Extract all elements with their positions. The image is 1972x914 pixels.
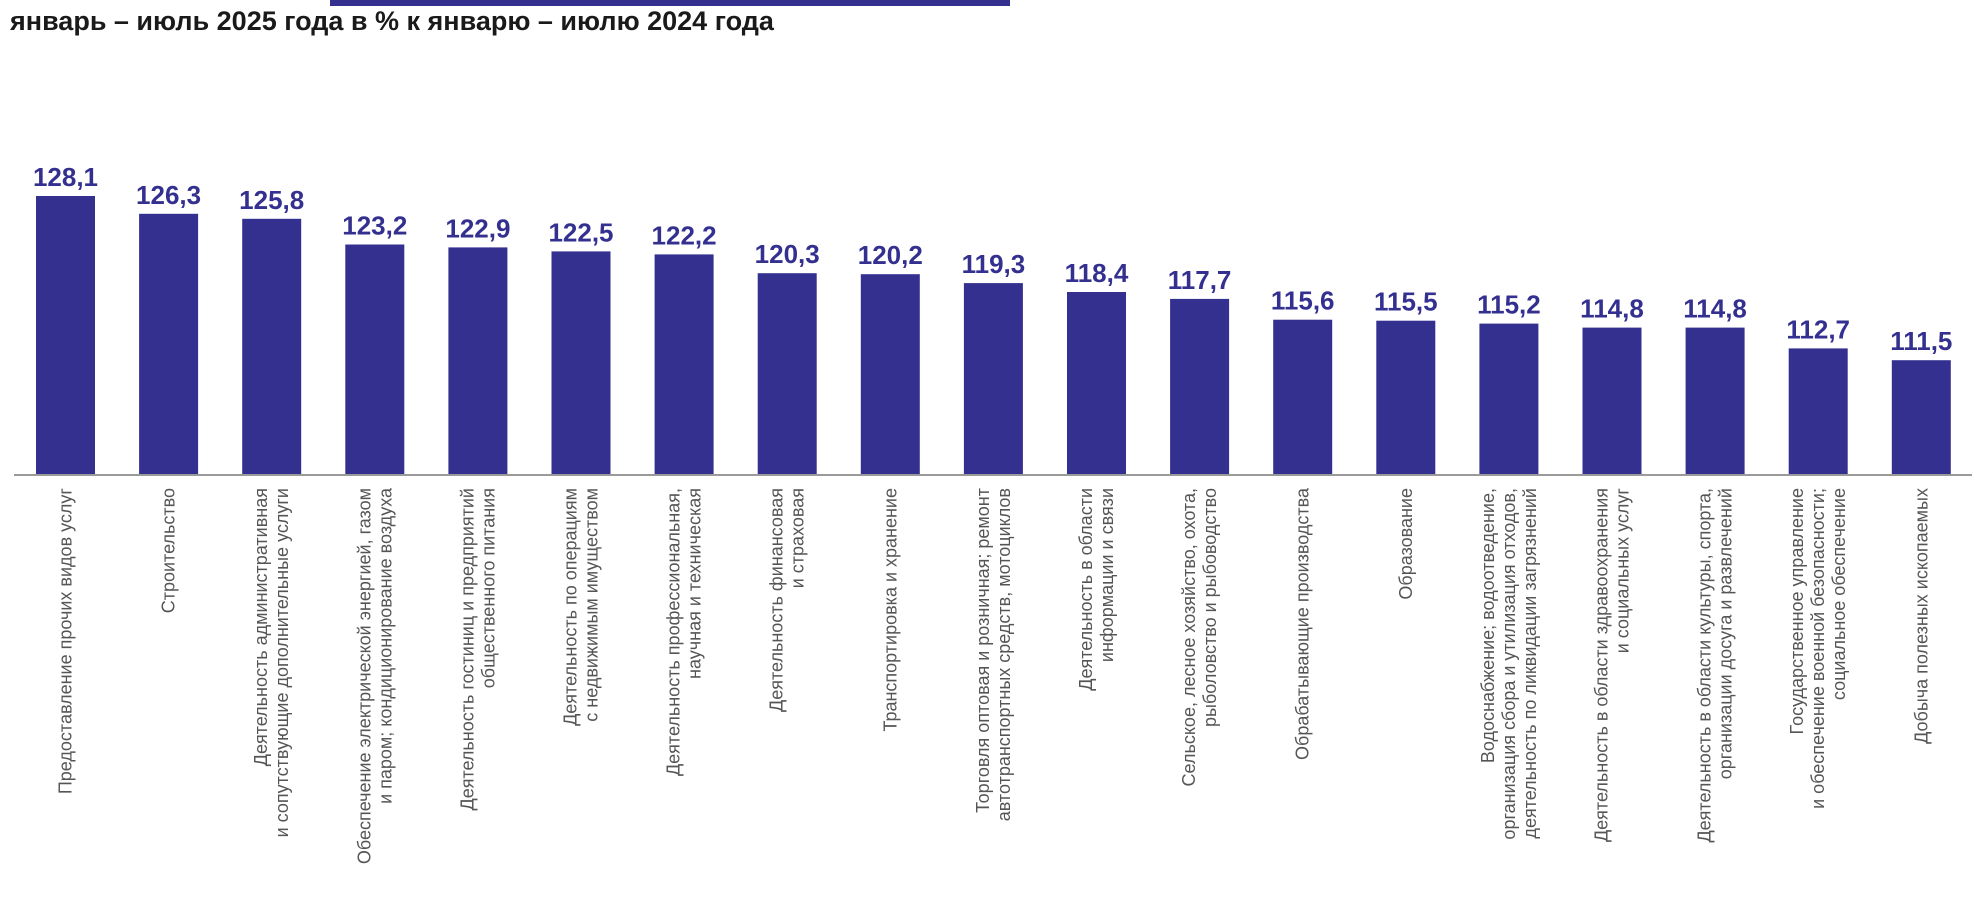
value-label-10: 118,4 [1065, 258, 1129, 288]
category-label-2-line-0: Деятельность административная [251, 488, 271, 766]
category-label-13: Образование [1396, 488, 1416, 600]
value-label-18: 111,5 [1890, 326, 1952, 356]
value-label-17: 112,7 [1786, 314, 1850, 344]
bar-6 [654, 254, 714, 474]
category-label-9-line-1: автотранспортных средств, мотоциклов [994, 488, 1014, 821]
category-label-12: Обрабатывающие производства [1293, 487, 1313, 760]
category-label-7-line-0: Деятельность финансовая [767, 488, 787, 712]
category-label-6-line-1: научная и техническая [685, 488, 705, 679]
category-label-15-line-1: и социальных услуг [1613, 488, 1633, 654]
category-label-9: Торговля оптовая и розничная; ремонтавто… [973, 488, 1014, 821]
value-label-0: 128,1 [33, 162, 98, 192]
category-label-14: Водоснабжение; водоотведение,организация… [1478, 488, 1540, 840]
bar-4 [448, 247, 508, 474]
bar-13 [1376, 320, 1436, 474]
category-label-11-line-0: Сельское, лесное хозяйство, охота, [1179, 488, 1199, 786]
category-label-4-line-0: Деятельность гостиниц и предприятий [457, 488, 477, 811]
value-label-8: 120,2 [858, 240, 923, 270]
bar-12 [1273, 319, 1333, 474]
value-label-7: 120,3 [755, 239, 820, 269]
category-label-3: Обеспечение электрической энергией, газо… [354, 487, 395, 864]
value-label-9: 119,3 [962, 249, 1026, 279]
bar-15 [1582, 327, 1642, 474]
bar-9 [963, 283, 1023, 474]
category-label-18: Добыча полезных ископаемых [1911, 488, 1931, 744]
bar-18 [1891, 360, 1951, 474]
category-label-0-line-0: Предоставление прочих видов услуг [56, 488, 76, 795]
category-label-18-line-0: Добыча полезных ископаемых [1911, 488, 1931, 744]
category-label-13-line-0: Образование [1396, 488, 1416, 600]
category-label-4-line-1: общественного питания [478, 488, 498, 688]
category-label-8-line-0: Транспортировка и хранение [880, 488, 900, 732]
category-label-5: Деятельность по операциямс недвижимым им… [561, 488, 602, 726]
category-label-12-line-0: Обрабатывающие производства [1293, 487, 1313, 760]
category-label-15: Деятельность в области здравоохраненияи … [1592, 488, 1633, 842]
category-label-2-line-1: и сопутствующие дополнительные услуги [272, 488, 292, 837]
value-label-3: 123,2 [342, 211, 407, 241]
category-label-6: Деятельность профессиональная,научная и … [664, 488, 705, 776]
category-label-14-line-2: деятельность по ликвидации загрязнений [1520, 488, 1540, 839]
value-label-5: 122,5 [548, 217, 613, 247]
value-label-15: 114,8 [1580, 294, 1644, 324]
bar-8 [860, 274, 920, 474]
category-label-3-line-0: Обеспечение электрической энергией, газо… [354, 488, 374, 864]
value-label-11: 117,7 [1168, 265, 1232, 295]
category-label-4: Деятельность гостиниц и предприятийобщес… [457, 488, 498, 811]
category-label-11-line-1: рыболовство и рыбоводство [1200, 488, 1220, 727]
category-label-7-line-1: и страховая [788, 488, 808, 588]
bar-2 [242, 218, 302, 474]
value-label-13: 115,5 [1374, 287, 1438, 317]
category-label-16: Деятельность в области культуры, спорта,… [1695, 488, 1736, 843]
category-label-9-line-0: Торговля оптовая и розничная; ремонт [973, 488, 993, 813]
bar-17 [1788, 348, 1848, 474]
category-label-15-line-0: Деятельность в области здравоохранения [1592, 488, 1612, 842]
bar-5 [551, 251, 611, 474]
category-label-3-line-1: и паром; кондиционирование воздуха [375, 487, 395, 804]
category-label-16-line-0: Деятельность в области культуры, спорта, [1695, 488, 1715, 843]
category-label-17-line-2: социальное обеспечение [1829, 488, 1849, 700]
category-label-5-line-1: с недвижимым имуществом [582, 488, 602, 722]
value-label-2: 125,8 [239, 185, 304, 215]
bar-3 [345, 244, 405, 474]
category-label-1-line-0: Строительство [159, 488, 179, 613]
value-label-12: 115,6 [1271, 286, 1335, 316]
title-strip [330, 0, 1010, 6]
category-label-5-line-0: Деятельность по операциям [561, 488, 581, 726]
value-label-1: 126,3 [136, 180, 201, 210]
category-label-10: Деятельность в областиинформации и связи [1076, 488, 1117, 691]
category-label-10-line-0: Деятельность в области [1076, 488, 1096, 691]
category-label-6-line-0: Деятельность профессиональная, [664, 488, 684, 776]
category-label-0: Предоставление прочих видов услуг [56, 488, 76, 795]
category-label-17-line-1: и обеспечение военной безопасности; [1808, 488, 1828, 809]
category-label-1: Строительство [159, 488, 179, 613]
bar-1 [139, 213, 199, 475]
bar-0 [36, 196, 95, 474]
value-label-16: 114,8 [1683, 294, 1747, 324]
category-label-17: Государственное управлениеи обеспечение … [1787, 488, 1849, 809]
category-label-14-line-0: Водоснабжение; водоотведение, [1478, 488, 1498, 763]
bar-10 [1067, 292, 1126, 474]
category-label-16-line-1: организации досуга и развлечений [1716, 488, 1736, 779]
bar-16 [1685, 327, 1745, 474]
bar-11 [1170, 298, 1230, 474]
category-label-8: Транспортировка и хранение [880, 488, 900, 732]
value-label-14: 115,2 [1477, 290, 1541, 320]
category-label-17-line-0: Государственное управление [1787, 488, 1807, 734]
category-label-11: Сельское, лесное хозяйство, охота,рыболо… [1179, 488, 1220, 786]
category-label-7: Деятельность финансоваяи страховая [767, 488, 808, 712]
category-label-10-line-1: информации и связи [1097, 488, 1117, 662]
bar-14 [1479, 323, 1539, 474]
category-label-2: Деятельность административнаяи сопутству… [251, 488, 292, 837]
chart-subtitle: январь – июль 2025 года в % к январю – и… [10, 6, 774, 36]
category-label-14-line-1: организация сбора и утилизация отходов, [1499, 488, 1519, 840]
bar-7 [757, 273, 817, 474]
value-label-6: 122,2 [652, 220, 717, 250]
value-label-4: 122,9 [445, 213, 510, 243]
